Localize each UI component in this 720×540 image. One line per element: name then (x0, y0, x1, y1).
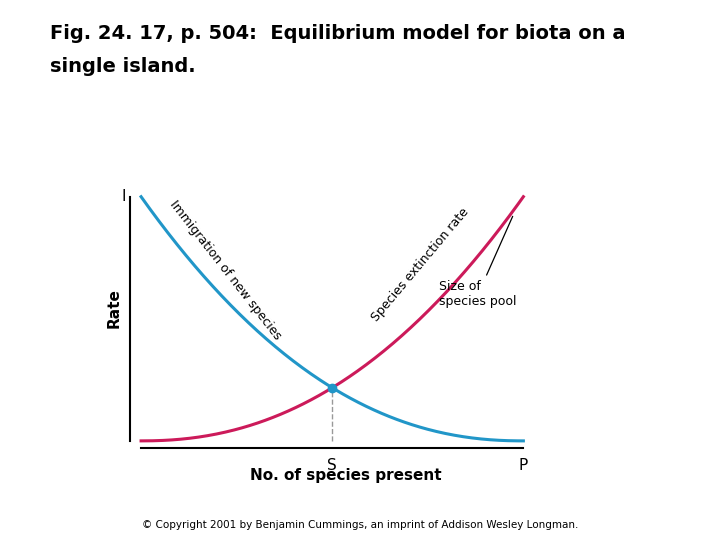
Text: P: P (518, 458, 528, 473)
Text: Immigration of new species: Immigration of new species (167, 198, 284, 342)
Text: S: S (328, 458, 337, 473)
Text: Size of
species pool: Size of species pool (439, 217, 517, 308)
Text: I: I (121, 189, 126, 204)
Y-axis label: Rate: Rate (107, 288, 121, 328)
Text: Species extinction rate: Species extinction rate (369, 206, 472, 325)
Text: © Copyright 2001 by Benjamin Cummings, an imprint of Addison Wesley Longman.: © Copyright 2001 by Benjamin Cummings, a… (142, 520, 578, 530)
X-axis label: No. of species present: No. of species present (250, 468, 441, 483)
Text: single island.: single island. (50, 57, 196, 76)
Text: Fig. 24. 17, p. 504:  Equilibrium model for biota on a: Fig. 24. 17, p. 504: Equilibrium model f… (50, 24, 626, 43)
